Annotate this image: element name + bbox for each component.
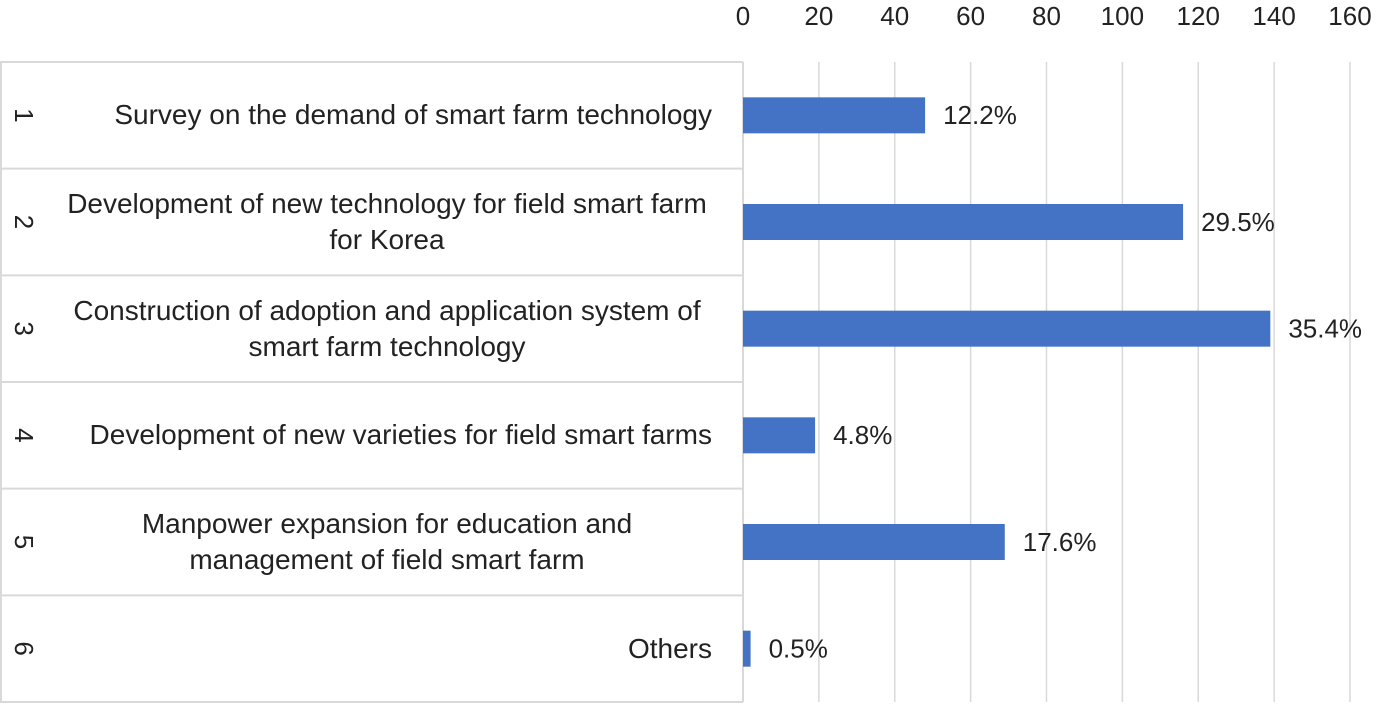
bar [743,310,1271,347]
x-tick-label: 160 [1328,1,1371,31]
data-label: 17.6% [1023,527,1097,557]
data-label: 4.8% [833,420,892,450]
group-label: 1 [9,108,39,122]
x-tick-label: 140 [1252,1,1295,31]
x-tick-label: 120 [1177,1,1220,31]
category-label-box: Development of new technology for field … [44,169,712,276]
data-label: 29.5% [1201,207,1275,237]
x-tick-label: 80 [1032,1,1061,31]
category-label-box: Construction of adoption and application… [44,275,712,382]
x-tick-label: 40 [880,1,909,31]
category-label: Construction of adoption and application… [73,294,701,362]
group-label: 5 [9,535,39,549]
category-label-box: Manpower expansion for education and man… [44,489,712,596]
category-label: Development of new varieties for field s… [89,419,712,451]
data-label: 12.2% [943,100,1017,130]
bar [743,204,1184,240]
group-label: 6 [9,641,39,655]
group-label: 4 [9,428,39,442]
x-tick-label: 60 [956,1,985,31]
bar [743,524,1005,560]
category-label-box: Development of new varieties for field s… [44,382,712,489]
category-label: Survey on the demand of smart farm techn… [114,99,712,131]
category-label: Development of new technology for field … [67,187,707,255]
data-label: 35.4% [1288,314,1362,344]
data-label: 0.5% [769,634,828,664]
bar [743,417,816,454]
group-label: 2 [9,215,39,229]
category-label: Others [627,632,712,664]
category-label-box: Others [44,595,712,702]
x-tick-label: 0 [736,1,750,31]
bar [743,97,926,134]
x-tick-label: 20 [804,1,833,31]
category-label-box: Survey on the demand of smart farm techn… [44,62,712,169]
category-label: Manpower expansion for education and man… [141,507,633,575]
bar [743,630,751,667]
x-tick-label: 100 [1101,1,1144,31]
group-label: 3 [9,321,39,335]
